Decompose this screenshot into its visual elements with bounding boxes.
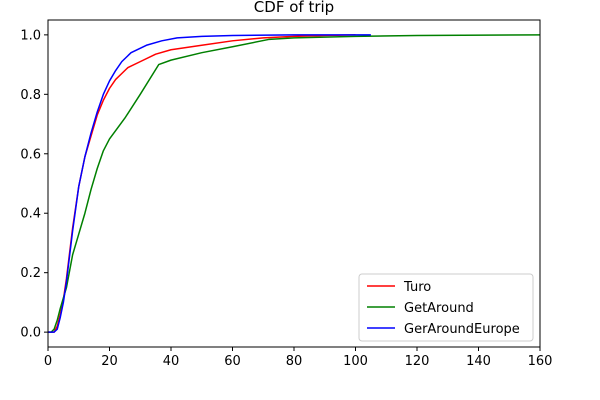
x-tick-label: 120 — [405, 354, 430, 369]
series-line-geraroundeurope — [48, 34, 371, 333]
legend-label-geraroundeurope: GerAroundEurope — [404, 322, 520, 337]
series-layer — [48, 34, 541, 333]
x-tick-label: 140 — [466, 354, 491, 369]
y-tick-label: 0.2 — [20, 266, 41, 281]
legend-label-turo: Turo — [403, 280, 431, 295]
y-tick-label: 0.4 — [20, 207, 41, 222]
legend-box — [358, 273, 534, 342]
x-tick-label: 100 — [343, 354, 368, 369]
y-tick-label: 0.0 — [20, 326, 41, 341]
chart-title: CDF of trip — [254, 0, 334, 16]
axes-layer: 0 20 40 60 80 100 120 140 160 0.0 0.2 0.4 0.6 0.8 1.0 — [20, 19, 553, 369]
series-line-turo — [48, 34, 356, 333]
x-tick-label: 20 — [101, 354, 118, 369]
x-tick-label: 0 — [44, 354, 52, 369]
x-tick-label: 40 — [163, 354, 180, 369]
x-tick-label: 160 — [528, 354, 553, 369]
legend-label-getaround: GetAround — [404, 301, 474, 316]
x-tick-label: 80 — [286, 354, 303, 369]
series-line-getaround — [48, 34, 541, 333]
legend: Turo GetAround GerAroundEurope — [358, 273, 534, 342]
y-tick-label: 0.6 — [20, 147, 41, 162]
y-tick-label: 0.8 — [20, 88, 41, 103]
x-tick-label: 60 — [224, 354, 241, 369]
y-tick-label: 1.0 — [20, 28, 41, 43]
